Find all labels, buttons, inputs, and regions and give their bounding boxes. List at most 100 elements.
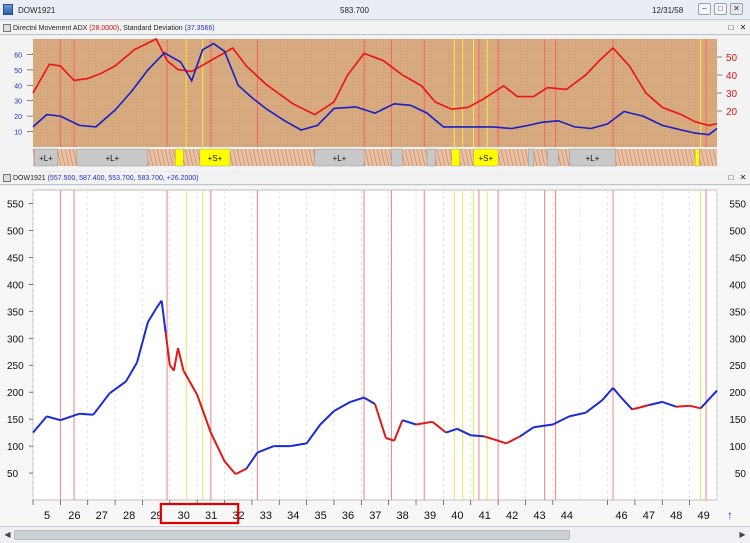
- signal-hatch-line: [380, 148, 386, 167]
- price-series-segment: [46, 415, 61, 422]
- adx-left-tick-label: 60: [14, 52, 22, 59]
- price-series-segment: [612, 387, 622, 399]
- price-left-tick-label: 50: [7, 469, 19, 480]
- minimize-icon: –: [702, 4, 707, 13]
- price-series-segment: [155, 299, 163, 310]
- minimize-button[interactable]: –: [698, 3, 711, 15]
- price-panel-close-button[interactable]: ✕: [738, 173, 748, 183]
- signal-hatch-line: [152, 148, 158, 167]
- price-series-segment: [109, 380, 127, 395]
- app-icon: [3, 4, 13, 15]
- price-series-segment: [675, 404, 690, 408]
- signal-hatch-line: [628, 148, 634, 167]
- price-series-segment: [196, 394, 212, 433]
- price-chart: 50 50 100 100 150 150 200 200 250 250 300 300 350 350…: [0, 186, 750, 526]
- adx-right-tick-label: 50: [726, 53, 738, 64]
- price-series-segment: [601, 387, 614, 401]
- restore-icon: □: [718, 4, 723, 13]
- short-signal-block: [473, 148, 499, 167]
- horizontal-scrollbar[interactable]: ◀ ▶: [0, 526, 750, 543]
- adx-panel-maximize-button[interactable]: □: [726, 23, 736, 33]
- price-series-segment: [569, 411, 586, 418]
- adx-panel-header: Directnl Movement ADX (28.0000), Standar…: [0, 22, 750, 35]
- adx-chart: 10 20 30 40 50 60 20 30 40 50 +L+ +L+ +S+ +L+ +S+ +L+: [0, 36, 750, 171]
- price-series-segment: [319, 410, 335, 426]
- signal-hatch-line: [252, 148, 258, 167]
- panel-icon: [3, 24, 11, 32]
- adx-left-tick-label: 30: [14, 99, 22, 106]
- x-axis-label: 29: [150, 510, 162, 522]
- price-series-segment: [402, 419, 417, 426]
- signal-hatch-line: [264, 148, 270, 167]
- price-series-segment: [182, 370, 199, 396]
- signal-hatch-line: [148, 148, 154, 167]
- close-icon: ✕: [739, 23, 747, 32]
- signal-hatch-line: [416, 148, 422, 167]
- signal-hatch-line: [660, 148, 666, 167]
- price-right-tick-label: 250: [729, 361, 746, 372]
- price-series-segment: [648, 400, 663, 407]
- signal-hatch-line: [160, 148, 166, 167]
- signal-hatch-line: [244, 148, 250, 167]
- price-right-tick-label: 150: [729, 415, 746, 426]
- signal-hatch-line: [296, 148, 302, 167]
- signal-hatch-line: [668, 148, 674, 167]
- window-title: DOW1921: [18, 6, 56, 15]
- signal-hatch-line: [460, 148, 466, 167]
- price-left-tick-label: 450: [7, 253, 24, 264]
- signal-hatch-line: [188, 148, 194, 167]
- maximize-icon: □: [728, 173, 734, 182]
- signal-hatch-line: [652, 148, 658, 167]
- signal-hatch-line: [500, 148, 506, 167]
- price-series-segment: [350, 396, 365, 403]
- scrollbar-thumb[interactable]: [14, 530, 570, 540]
- price-panel-maximize-button[interactable]: □: [726, 173, 736, 183]
- price-right-tick-label: 200: [729, 388, 746, 399]
- restore-button[interactable]: □: [714, 3, 727, 15]
- adx-right-tick-label: 30: [726, 89, 738, 100]
- x-axis-label: 30: [178, 510, 190, 522]
- price-series-segment: [290, 442, 307, 448]
- x-axis-label: 43: [533, 510, 545, 522]
- sd-series-line: [32, 42, 718, 136]
- signal-hatch-line: [444, 148, 450, 167]
- price-series-segment: [245, 452, 259, 470]
- close-button[interactable]: ✕: [730, 3, 743, 15]
- signal-hatch-line: [616, 148, 622, 167]
- sd-value: (37.3566): [184, 25, 215, 32]
- signal-hatch-line: [644, 148, 650, 167]
- price-right-tick-label: 450: [729, 253, 746, 264]
- price-series-segment: [689, 404, 701, 410]
- signal-hatch-line: [684, 148, 690, 167]
- signal-hatch-line: [308, 148, 314, 167]
- x-axis-label: 36: [342, 510, 354, 522]
- signal-hatch-line: [408, 148, 414, 167]
- signal-hatch-line: [164, 148, 170, 167]
- signal-hatch-line: [632, 148, 638, 167]
- long-signal-block: [34, 148, 58, 167]
- scroll-left-icon[interactable]: ◀: [4, 530, 11, 539]
- adx-panel-close-button[interactable]: ✕: [738, 23, 748, 33]
- adx-plot-background: [33, 39, 717, 147]
- signal-hatch-line: [60, 148, 66, 167]
- signal-label: +S+: [208, 154, 223, 163]
- signal-hatch-line: [72, 148, 78, 167]
- price-series-segment: [445, 427, 458, 434]
- x-axis-label: 34: [287, 510, 299, 522]
- price-series-segment: [32, 415, 48, 434]
- long-signal-block: [76, 148, 149, 167]
- scroll-right-icon[interactable]: ▶: [739, 530, 746, 539]
- signal-hatch-line: [512, 148, 518, 167]
- price-series-segment: [333, 401, 351, 412]
- x-axis-label: 37: [369, 510, 381, 522]
- price-series-segment: [136, 321, 149, 363]
- ohlc-values: (557.500, 587.400, 553.700, 583.700, +26…: [47, 175, 199, 182]
- x-axis-label: 46: [615, 510, 627, 522]
- maximize-icon: □: [728, 23, 734, 32]
- signal-hatch-line: [256, 148, 262, 167]
- signal-label: +S+: [478, 154, 493, 163]
- adx-label: Directnl Movement ADX: [13, 25, 88, 32]
- price-right-tick-label: 300: [729, 334, 746, 345]
- price-series-segment: [177, 347, 185, 371]
